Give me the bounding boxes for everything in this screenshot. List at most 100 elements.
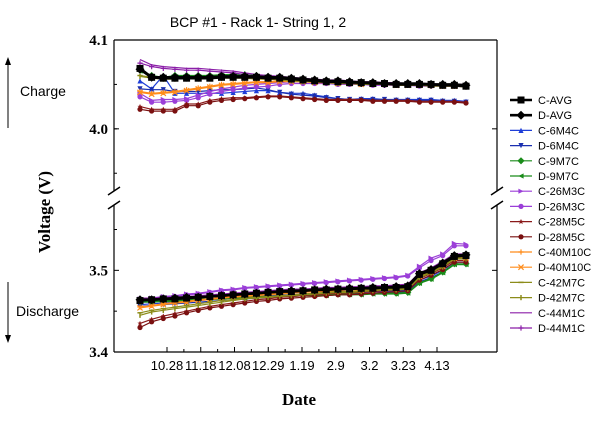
legend-marker: [516, 110, 526, 120]
legend: C-AVG D-AVG C-6M4C D-6M4C C-9M7C D-9M7C C-26M3…: [510, 95, 591, 335]
data-point: [137, 78, 143, 84]
data-point: [207, 99, 213, 105]
data-point: [230, 302, 236, 308]
legend-marker: [517, 96, 525, 104]
data-point: [136, 304, 144, 311]
data-point: [451, 99, 457, 105]
data-point: [414, 79, 424, 89]
data-point: [286, 286, 296, 296]
data-point: [172, 108, 178, 114]
data-point: [228, 71, 238, 81]
legend-label: C-42M7C: [538, 277, 585, 289]
data-point: [242, 96, 248, 102]
data-point: [391, 282, 401, 292]
data-point: [218, 82, 225, 89]
data-point: [275, 287, 285, 297]
data-point: [253, 79, 260, 86]
data-point: [312, 93, 318, 99]
series-d-28m5c: [137, 94, 469, 114]
data-point: [440, 253, 446, 259]
data-point: [242, 88, 248, 95]
data-point: [403, 79, 413, 89]
data-point: [370, 276, 376, 282]
x-axis-title: Date: [282, 390, 316, 409]
legend-item: D-9M7C: [510, 171, 579, 183]
data-point: [368, 78, 378, 88]
data-point: [158, 72, 168, 82]
legend-label: C-9M7C: [538, 156, 579, 168]
data-point: [440, 99, 446, 105]
data-point: [438, 258, 448, 268]
y-tick-label: 4.0: [89, 122, 108, 138]
data-point: [451, 243, 457, 249]
legend-marker: [518, 173, 524, 179]
data-point: [426, 79, 436, 89]
data-point: [135, 64, 145, 74]
data-point: [310, 75, 320, 85]
data-point: [183, 103, 190, 109]
data-point: [182, 292, 192, 302]
data-point: [172, 313, 178, 319]
data-point: [242, 85, 248, 91]
data-point: [160, 87, 166, 93]
x-tick-label: 11.18: [185, 358, 217, 373]
data-point: [288, 95, 294, 101]
legend-item: C-AVG: [510, 95, 572, 107]
data-point: [358, 277, 364, 283]
plot-area: 4.0 4.1 3.4 3.5 10.28 11.18 12.08 12.29 1.19 2.9 3…: [89, 33, 504, 373]
data-point: [428, 99, 434, 105]
y-tick-label: 3.4: [89, 345, 108, 361]
left-break-mark-upper: [107, 186, 121, 196]
data-point: [148, 91, 155, 98]
legend-label: C-28M5C: [538, 217, 585, 229]
discharge-series-group: [135, 240, 471, 331]
data-point: [149, 87, 155, 93]
charge-series-group: [135, 58, 471, 114]
data-point: [160, 315, 166, 322]
legend-label: D-6M4C: [538, 141, 579, 153]
data-point: [265, 94, 271, 100]
data-point: [333, 284, 343, 294]
data-point: [205, 291, 215, 301]
legend-label: D-42M7C: [538, 293, 585, 305]
series-d-avg: [135, 250, 471, 305]
data-point: [160, 90, 167, 97]
data-point: [380, 79, 389, 89]
data-point: [356, 283, 366, 293]
data-point: [135, 295, 145, 305]
data-point: [300, 92, 306, 98]
data-point: [346, 278, 353, 284]
data-point: [207, 305, 213, 311]
legend-marker: [518, 127, 524, 133]
data-point: [193, 292, 203, 302]
legend-label: D-9M7C: [538, 171, 579, 183]
data-point: [312, 96, 318, 103]
data-point: [206, 84, 213, 91]
legend-marker: [518, 143, 524, 149]
data-point: [370, 98, 376, 104]
data-point: [461, 250, 471, 260]
data-point: [405, 273, 411, 279]
data-point: [428, 257, 434, 264]
data-point: [358, 97, 364, 103]
data-point: [242, 300, 248, 306]
data-point: [172, 98, 178, 104]
data-point: [312, 280, 318, 286]
legend-label: C-6M4C: [538, 125, 579, 137]
charge-arrowhead: [5, 57, 11, 65]
data-point: [288, 91, 294, 97]
data-point: [300, 281, 306, 287]
data-point: [298, 286, 308, 296]
data-point: [265, 284, 271, 290]
data-point: [449, 79, 459, 89]
data-point: [230, 81, 237, 88]
discharge-label: Discharge: [16, 303, 79, 319]
legend-item: C-40M10C: [510, 247, 591, 259]
legend-marker: [518, 219, 524, 225]
data-point: [463, 259, 469, 265]
legend-marker: [517, 264, 525, 271]
y-tick-label: 4.1: [89, 33, 108, 49]
x-tick-label: 4.13: [424, 358, 449, 373]
legend-label: C-44M1C: [538, 308, 585, 320]
data-point: [230, 89, 236, 96]
